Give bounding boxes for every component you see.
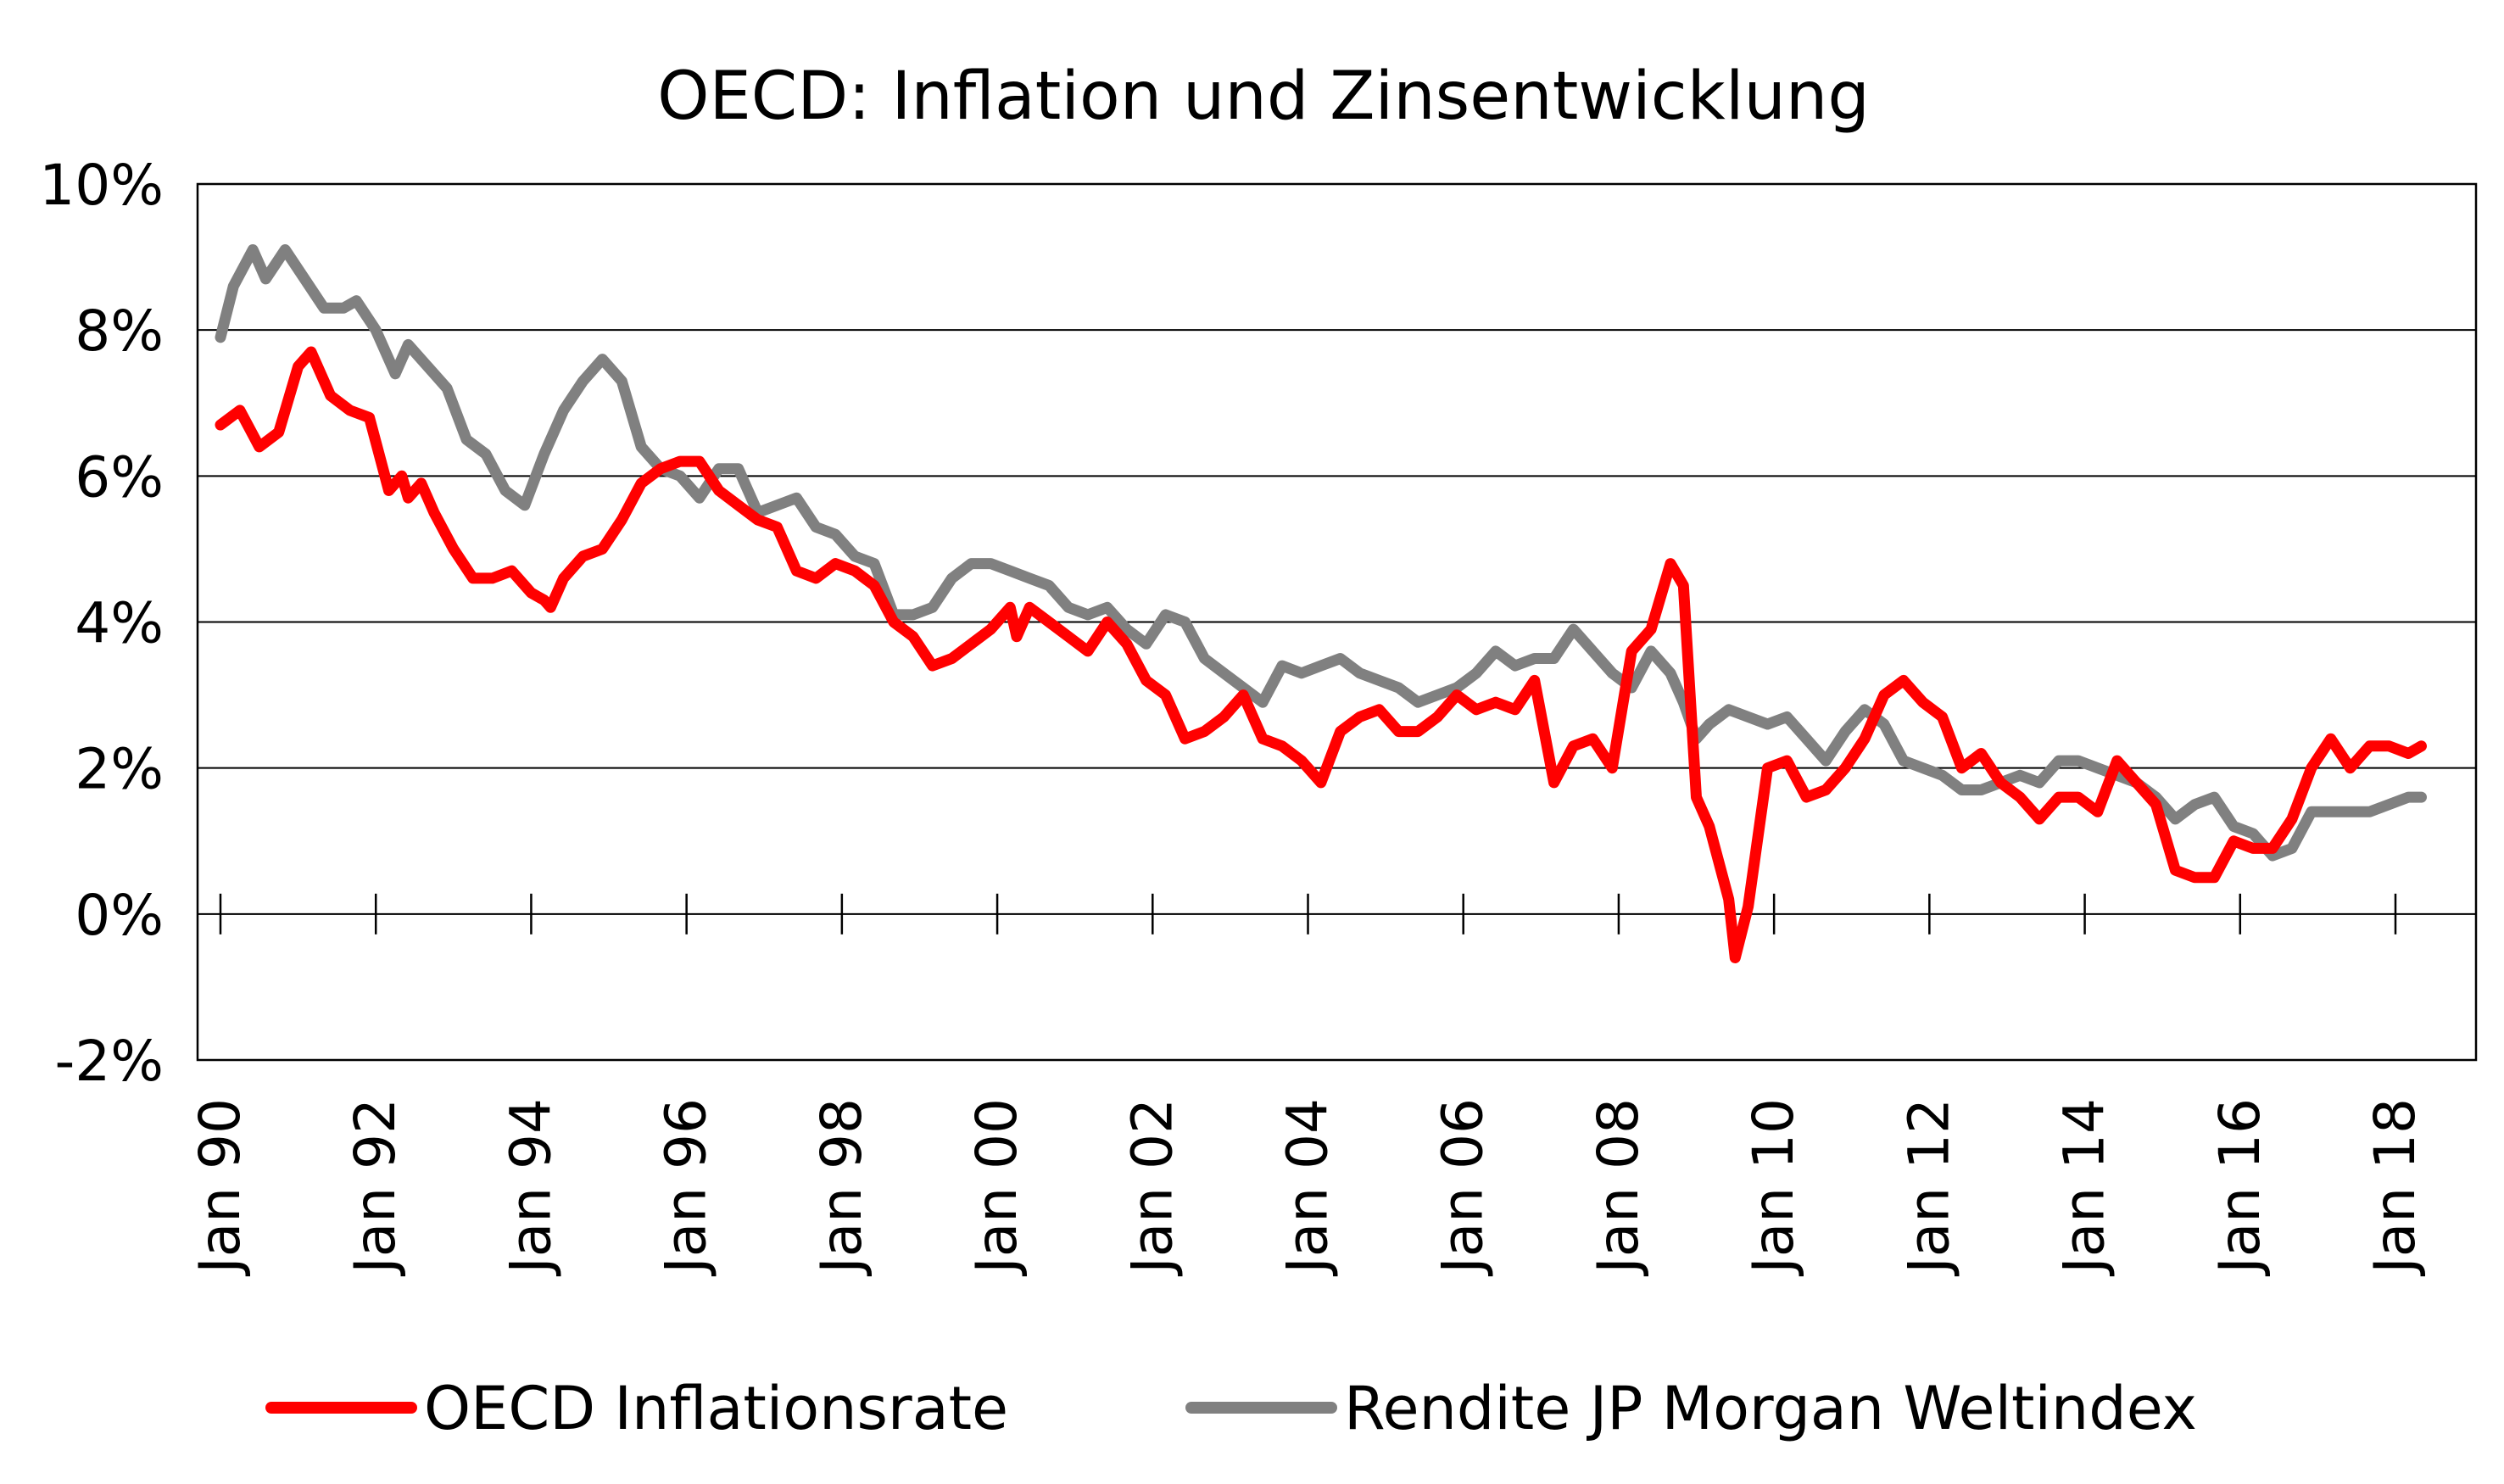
x-tick-label: Jan 92 bbox=[343, 1098, 408, 1277]
x-tick-label: Jan 12 bbox=[1896, 1098, 1961, 1277]
y-tick-label: 6% bbox=[75, 444, 164, 510]
x-tick-label: Jan 18 bbox=[2362, 1098, 2428, 1277]
legend-label: OECD Inflationsrate bbox=[424, 1374, 1008, 1443]
chart-title: OECD: Inflation und Zinsentwicklung bbox=[657, 59, 1870, 135]
x-tick-label: Jan 14 bbox=[2052, 1098, 2117, 1277]
y-tick-label: 0% bbox=[75, 883, 164, 948]
x-tick-label: Jan 96 bbox=[654, 1098, 719, 1277]
x-tick-label: Jan 10 bbox=[1741, 1098, 1806, 1277]
x-tick-label: Jan 90 bbox=[187, 1098, 253, 1277]
x-tick-label: Jan 02 bbox=[1119, 1098, 1185, 1277]
axes: -2% 0% 2% 4% 6% 8% 10% Jan 90 Jan 92 Jan 94 Jan 96… bbox=[39, 153, 2428, 1277]
gridlines bbox=[198, 329, 2476, 915]
plot-frame bbox=[196, 182, 2478, 1062]
series-lines bbox=[215, 244, 2427, 963]
series-line bbox=[215, 346, 2427, 963]
y-tick-label: 10% bbox=[39, 153, 164, 218]
x-tick-label: Jan 98 bbox=[809, 1098, 874, 1277]
x-tick-label: Jan 08 bbox=[1586, 1098, 1651, 1277]
series-line bbox=[215, 244, 2427, 862]
legend-label: Rendite JP Morgan Weltindex bbox=[1344, 1374, 2197, 1443]
y-tick-label: 8% bbox=[75, 298, 164, 364]
y-tick-label: 4% bbox=[75, 591, 164, 656]
y-tick-label: -2% bbox=[54, 1029, 164, 1094]
x-tick-label: Jan 16 bbox=[2207, 1098, 2273, 1277]
x-tick-label: Jan 94 bbox=[498, 1098, 563, 1277]
y-tick-label: 2% bbox=[75, 737, 164, 802]
legend: OECD Inflationsrate Rendite JP Morgan Wel… bbox=[265, 1374, 2197, 1443]
x-tick-label: Jan 04 bbox=[1275, 1098, 1341, 1277]
x-tick-label: Jan 00 bbox=[964, 1098, 1029, 1277]
x-tick-label: Jan 06 bbox=[1430, 1098, 1496, 1277]
